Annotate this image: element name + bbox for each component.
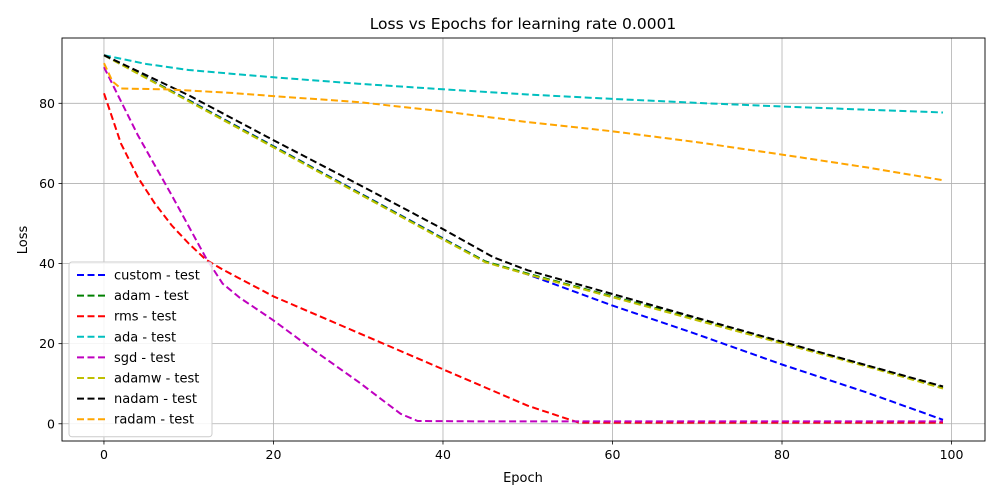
y-axis-title: Loss [16,226,31,255]
legend-label: sgd - test [114,351,175,366]
series-lines [103,54,944,424]
series-line-adam [103,54,944,389]
legend-label: adamw - test [114,372,199,387]
x-tick-label: 60 [605,447,621,462]
axis-ticks: 0 20 40 60 80 100 0 20 40 60 80 [39,96,963,462]
legend-label: radam - test [114,413,194,428]
x-tick-label: 40 [435,447,451,462]
legend-label: ada - test [114,330,176,345]
series-line-sgd [103,66,943,423]
chart-title: Loss vs Epochs for learning rate 0.0001 [370,15,677,33]
x-tick-label: 0 [100,447,108,462]
legend-label: nadam - test [114,392,197,407]
series-line-nadam [103,54,944,388]
y-tick-label: 20 [39,336,55,351]
y-tick-label: 40 [39,256,55,271]
y-tick-label: 60 [39,176,55,191]
legend-label: custom - test [114,269,200,284]
x-tick-label: 100 [940,447,964,462]
series-line-adamw [103,54,944,390]
plot-area [61,37,986,442]
legend-box [68,261,213,438]
series-line-radam [103,62,944,182]
legend-label: adam - test [114,289,189,304]
x-axis-title: Epoch [503,471,543,486]
legend-label: rms - test [114,310,176,325]
grid-lines [62,38,985,441]
series-line-ada [103,54,944,114]
legend: custom - test adam - test rms - test ada - … [68,261,213,438]
y-tick-label: 0 [47,416,55,431]
x-tick-label: 20 [266,447,282,462]
y-tick-label: 80 [39,96,55,111]
x-tick-label: 80 [774,447,790,462]
series-line-rms [103,92,943,424]
series-line-custom [103,54,944,421]
